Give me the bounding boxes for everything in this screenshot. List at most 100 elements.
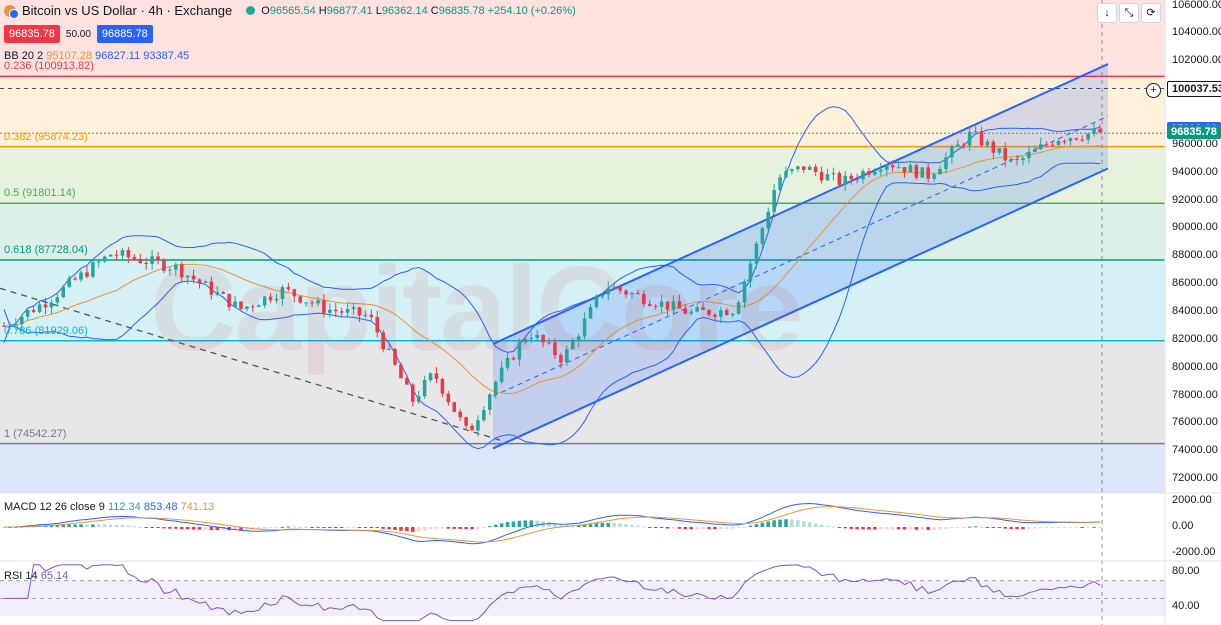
macd-hist-bar [168, 527, 172, 529]
macd-hist-bar [393, 527, 397, 530]
price-axis-label: 96000.00 [1172, 137, 1218, 150]
candle-body [908, 165, 913, 173]
candle-body [102, 256, 107, 262]
macd-label: MACD 12 26 close 9 [4, 501, 105, 513]
candle-body [511, 357, 516, 360]
candle-body [1027, 152, 1031, 159]
macd-hist-bar [920, 527, 925, 530]
macd-hist-bar [772, 520, 776, 527]
ohlc-readout: O96565.54 H96877.41 L96362.14 C96835.78 … [261, 5, 575, 17]
add-alert-icon[interactable]: + [1146, 83, 1161, 98]
bb-legend[interactable]: BB 20 2 95107.28 96827.11 93387.45 [4, 50, 189, 62]
macd-hist-bar [1038, 527, 1043, 529]
buy-button[interactable]: 96885.78 [96, 25, 153, 43]
macd-hist-bar [1015, 527, 1019, 530]
macd-hist-bar [961, 527, 966, 528]
candle-body [636, 293, 640, 295]
macd-hist-bar [422, 527, 427, 531]
macd-hist-bar [724, 527, 729, 529]
macd-hist-bar [1033, 527, 1037, 529]
fullscreen-icon[interactable]: ⤡ [1119, 3, 1139, 23]
candle-body [1056, 140, 1061, 145]
bb-lower-value: 93387.45 [143, 50, 190, 62]
fib-label: 0.786 (81929.06) [4, 324, 88, 337]
candle-body [997, 148, 1002, 153]
macd-hist-bar [108, 524, 113, 527]
macd-hist-bar [1009, 527, 1013, 530]
candle-body [647, 304, 652, 306]
rsi-axis-label: 80.00 [1172, 564, 1200, 577]
macd-hist-bar [642, 526, 646, 528]
macd-hist-bar [215, 527, 220, 531]
macd-hist-bar [156, 527, 160, 528]
candle-body [754, 243, 759, 264]
bitcoin-icon [4, 4, 19, 19]
candle-body [79, 272, 83, 280]
macd-hist-bar [701, 527, 705, 530]
macd-hist-bar [861, 527, 865, 530]
symbol-title[interactable]: Bitcoin vs US Dollar · 4h · Exchange [22, 3, 233, 18]
macd-hist-bar [784, 519, 788, 527]
macd-hist-bar [1086, 527, 1090, 528]
candle-body [606, 288, 611, 295]
macd-hist-bar [659, 527, 664, 529]
macd-hist-bar [1080, 527, 1085, 528]
macd-hist-bar [618, 523, 622, 527]
candle-body [701, 307, 705, 310]
price-axis-label: 94000.00 [1172, 165, 1218, 178]
macd-hist-bar [114, 524, 119, 527]
candle-body [1092, 128, 1096, 134]
macd-hist-bar [499, 523, 504, 527]
candle-body [559, 355, 563, 363]
macd-hist-bar [736, 527, 741, 529]
candle-body [671, 301, 676, 310]
macd-hist-bar [268, 527, 273, 529]
macd-hist-bar [245, 527, 249, 530]
macd-hist-bar [825, 525, 830, 527]
candle-body [653, 305, 658, 307]
price-axis-label: 82000.00 [1172, 332, 1218, 345]
refresh-icon[interactable]: ⟳ [1141, 3, 1161, 23]
candle-body [387, 349, 391, 351]
candle-body [2, 325, 6, 327]
candle-body [588, 307, 593, 319]
price-axis-label: 104000.00 [1172, 26, 1221, 39]
candle-body [357, 307, 362, 316]
macd-hist-bar [843, 527, 848, 529]
macd-hist-bar [576, 524, 581, 527]
candle-body [245, 306, 249, 309]
macd-hist-bar [896, 527, 901, 530]
candle-body [239, 301, 243, 309]
macd-hist-bar [411, 527, 415, 532]
collapse-icon[interactable]: ↓ [1097, 3, 1117, 23]
candle-body [197, 279, 202, 284]
candle-body [91, 262, 95, 277]
macd-hist-bar [730, 527, 735, 529]
candle-body [8, 325, 12, 327]
macd-hist-bar [221, 527, 225, 531]
candle-body [813, 166, 818, 172]
ohlc-low: 96362.14 [381, 4, 428, 17]
candle-body [132, 257, 137, 260]
macd-hist-bar [695, 527, 699, 530]
candle-body [369, 314, 374, 317]
bb-upper [3, 106, 1101, 353]
macd-hist-bar [1074, 527, 1079, 528]
sell-button[interactable]: 96835.78 [4, 25, 60, 43]
rsi-legend[interactable]: RSI 14 65.14 [4, 570, 68, 582]
candle-body [393, 349, 397, 365]
macd-hist-bar [191, 527, 196, 530]
fib-label: 0.382 (95874.23) [4, 130, 88, 143]
macd-hist-bar [280, 526, 285, 528]
macd-legend[interactable]: MACD 12 26 close 9 112.34 853.48 741.13 [4, 501, 214, 513]
macd-hist-bar [807, 522, 812, 527]
candle-body [233, 301, 237, 308]
macd-hist-bar [322, 527, 326, 528]
macd-hist-bar [333, 527, 338, 528]
macd-hist-bar [778, 519, 782, 527]
candle-body [790, 169, 794, 172]
candle-body [547, 342, 551, 344]
candle-body [985, 141, 990, 146]
candle-body [760, 228, 765, 244]
